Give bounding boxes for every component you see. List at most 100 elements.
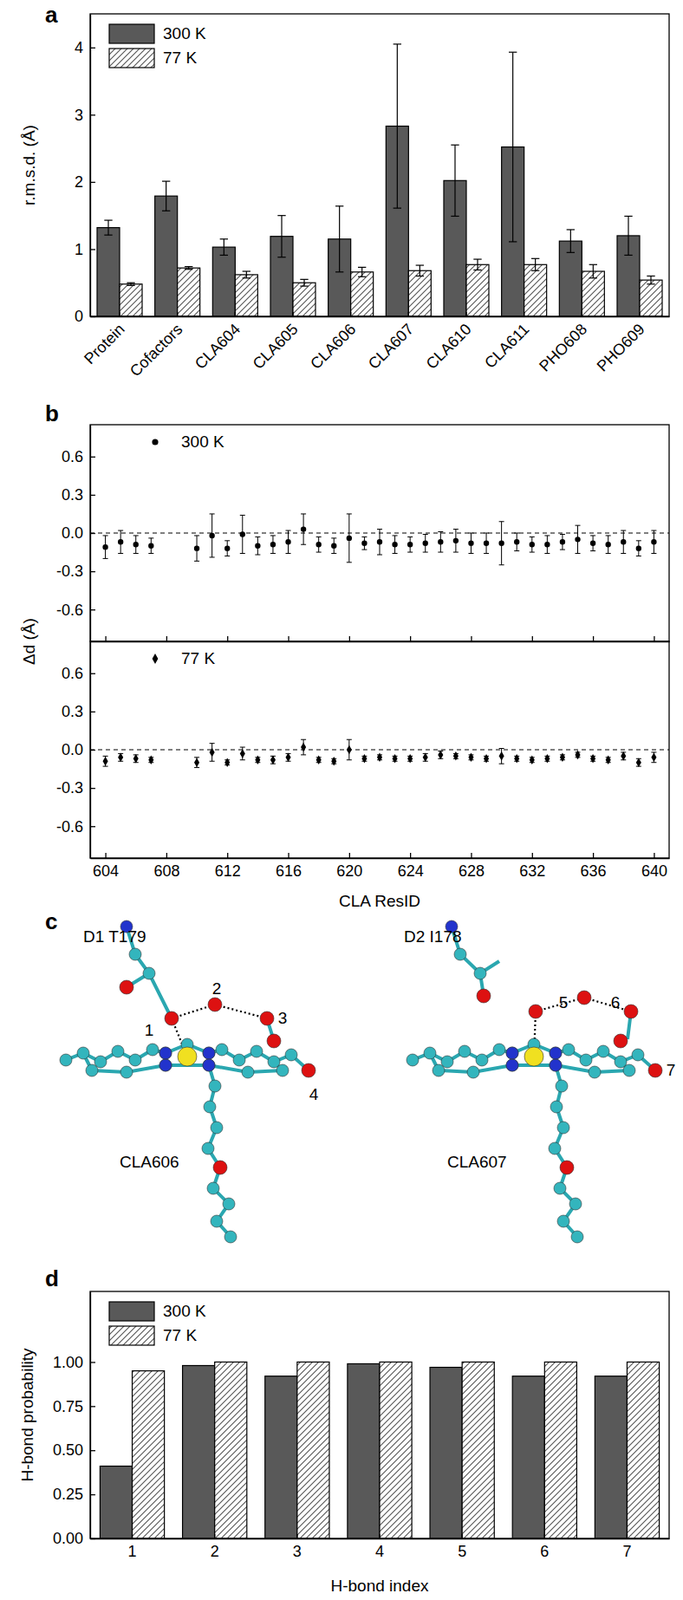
point [315,541,321,547]
tick-mark [349,636,351,642]
bar [297,1361,330,1539]
error-cap [224,539,230,541]
tick-mark [626,1534,628,1539]
error-bar [590,535,596,552]
error-cap [636,539,642,541]
point [361,540,367,547]
error-cap [331,537,337,539]
bar [155,195,178,317]
axis-line [91,858,670,859]
error-bar [335,206,344,273]
carbon-atom [202,1059,215,1072]
error-cap [450,215,459,217]
error-bar [209,513,215,558]
error-cap [361,549,367,551]
error-cap [589,277,598,279]
legend-item: 300 K [151,432,225,451]
tick-mark [465,312,467,317]
tick [409,636,411,642]
tick [105,636,107,642]
tick: Protein [80,312,128,368]
tick-label: 1 [74,240,84,259]
carbon-atom [129,1053,142,1067]
tick-mark [166,636,168,642]
tick-mark [470,852,472,859]
error-bar [650,752,657,763]
point [650,539,657,545]
error-cap [117,530,124,532]
hbond-index-label: 1 [144,1021,155,1040]
tick: 0.0 [61,741,96,759]
hbond-index-label: 4 [309,1085,319,1104]
tick [653,636,655,642]
error-bar [453,529,459,553]
error-cap [103,766,109,768]
hbond-index-label: 5 [559,993,569,1012]
error-bar [544,535,550,554]
error-cap [407,552,413,553]
nitrogen-atom [506,1059,519,1072]
y-axis-title: Δd (Å) [19,617,39,665]
axis: 1234567 [91,1534,670,1561]
axis-line [90,14,92,318]
tick-label: 628 [458,862,485,880]
point [133,541,139,547]
error-cap [220,254,228,256]
error-cap [529,536,535,538]
error-bar [240,747,246,761]
tick-label: 0.3 [61,486,84,504]
oxygen-atom [266,1034,281,1048]
error-bar [242,271,251,279]
point [604,541,611,547]
tick: 3 [292,1534,302,1561]
tick-label: 604 [92,862,119,880]
reference-line [90,748,670,750]
tick-mark [90,787,96,789]
tick-mark [234,312,236,317]
bar [177,267,201,317]
point [240,748,246,759]
tick-label: 608 [153,862,180,880]
tick-mark [90,711,96,713]
panel-label: b [45,400,59,427]
error-line [107,220,109,235]
error-line [570,229,572,253]
bar [466,264,489,317]
cofactor-label: CLA607 [447,1152,508,1171]
error-line [476,259,478,270]
point [392,754,398,764]
error-cap [559,533,566,535]
carbon-atom [210,1121,223,1134]
error-bar [468,533,474,554]
carbon-atom [474,967,487,980]
carbon-atom [549,1047,562,1060]
tick-mark [90,673,96,675]
point [102,544,108,550]
axis: -0.6-0.30.00.30.6 [56,642,96,859]
tick-mark [118,312,120,317]
error-bar [650,530,657,553]
error-cap [450,144,459,146]
panel-label: c [45,908,58,935]
tick-mark [104,636,106,642]
bar [408,270,431,317]
tick-label: 1 [128,1542,137,1561]
error-line [165,181,167,211]
tick-label: 2 [74,173,84,191]
axis: 604608612616620624628632636640 [91,852,670,880]
legend: 300 K77 K [109,1301,207,1346]
error-cap [468,533,474,534]
point [361,754,367,764]
tick: 0.50 [52,1441,96,1459]
point [437,539,443,545]
tick-mark [532,852,534,859]
error-cap [104,219,112,221]
tick-mark [581,312,583,317]
bar [212,247,235,317]
error-cap [416,275,424,277]
error-bar [499,748,505,765]
point [208,533,215,539]
bar [214,1361,248,1539]
tick-label: CLA605 [249,320,302,373]
error-cap [286,552,292,554]
